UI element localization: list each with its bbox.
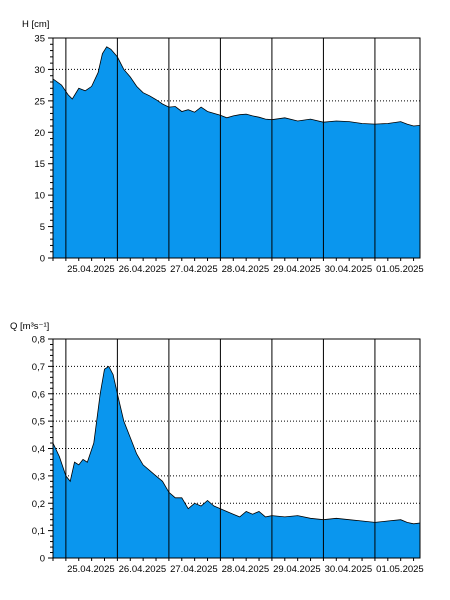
water-level-chart: H [cm] 0 5 10 15 20 25 30 35 25.04.2025 26.04.2025…: [22, 19, 424, 275]
x-tick-label: 27.04.2025: [170, 264, 218, 275]
x-tick-label: 30.04.2025: [325, 264, 373, 275]
x-tick-label: 29.04.2025: [273, 264, 321, 275]
x-tick-label: 28.04.2025: [222, 264, 270, 275]
x-tick-label: 26.04.2025: [119, 564, 167, 575]
x-tick-label: 27.04.2025: [170, 564, 218, 575]
series-area: [53, 366, 420, 558]
x-tick-label: 25.04.2025: [67, 264, 115, 275]
y-tick-label: 0: [40, 254, 45, 265]
y-tick-label: 15: [34, 159, 45, 170]
y-tick-label: 0,5: [32, 417, 45, 428]
series-line: [52, 46, 421, 127]
y-tick-label: 0,8: [32, 335, 45, 346]
y-tick-label: 0,3: [32, 471, 45, 482]
x-tick-label: 28.04.2025: [222, 564, 270, 575]
y-tick-label: 0,4: [32, 444, 45, 455]
y-tick-label: 0: [40, 554, 45, 565]
y-axis-title: H [cm]: [22, 19, 49, 30]
y-tick-label: 0,6: [32, 389, 45, 400]
y-tick-label: 10: [34, 191, 45, 202]
x-tick-label: 26.04.2025: [119, 264, 167, 275]
y-tick-label: 20: [34, 128, 45, 139]
y-tick-label: 0,7: [32, 362, 45, 373]
y-tick-label: 0,2: [32, 499, 45, 510]
y-axis-title: Q [m³s⁻¹]: [10, 321, 49, 332]
plot-frame: [52, 37, 421, 259]
y-tick-label: 5: [40, 222, 45, 233]
x-tick-label: 25.04.2025: [67, 564, 115, 575]
x-tick-label: 30.04.2025: [325, 564, 373, 575]
y-tick-label: 35: [34, 34, 45, 45]
series-area: [53, 46, 420, 258]
y-tick-label: 0,1: [32, 526, 45, 537]
y-tick-label: 30: [34, 65, 45, 76]
x-tick-label: 01.05.2025: [376, 264, 424, 275]
discharge-chart: Q [m³s⁻¹] 0 0,1 0,2 0,3 0,4 0,5 0,6 0,7 0,8 25.04.…: [10, 321, 424, 575]
x-tick-label: 29.04.2025: [273, 564, 321, 575]
x-tick-label: 01.05.2025: [376, 564, 424, 575]
y-tick-label: 25: [34, 96, 45, 107]
series-line: [52, 365, 421, 525]
